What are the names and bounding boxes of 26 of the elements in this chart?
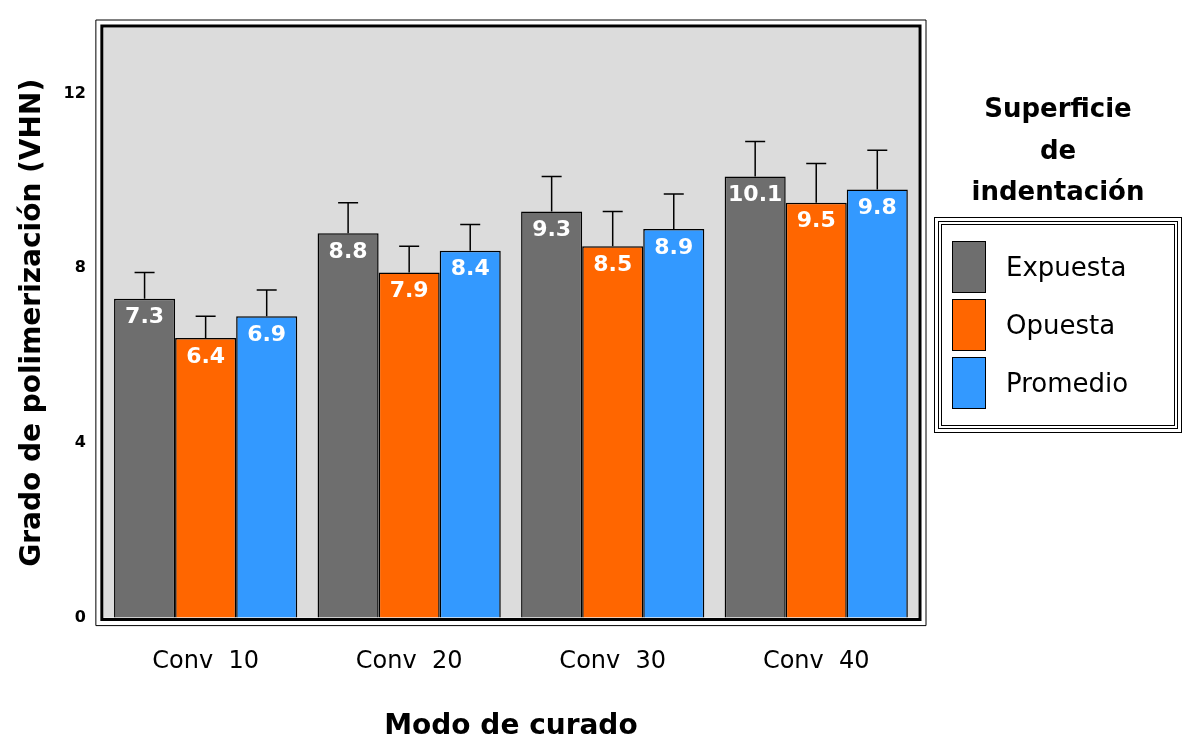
data-label: 7.3 bbox=[125, 303, 165, 329]
y-axis-title: Grado de polimerización (VHN) bbox=[14, 78, 48, 567]
data-label: 8.4 bbox=[450, 255, 490, 281]
legend-label: Opuesta bbox=[1006, 309, 1116, 340]
data-label: 7.9 bbox=[389, 277, 429, 303]
y-tick-label: 4 bbox=[74, 432, 86, 452]
y-tick-label: 8 bbox=[74, 257, 86, 277]
data-label: 6.4 bbox=[186, 342, 226, 368]
legend-label: Promedio bbox=[1006, 367, 1129, 398]
legend-label: Expuesta bbox=[1006, 251, 1127, 282]
y-tick-label: 0 bbox=[74, 606, 86, 626]
data-label: 8.5 bbox=[593, 251, 633, 277]
y-tick-label: 12 bbox=[63, 82, 86, 102]
data-label: 9.5 bbox=[796, 207, 836, 233]
legend-title: Superficie de indentación bbox=[970, 92, 1146, 209]
data-label: 10.1 bbox=[728, 181, 783, 207]
data-label: 8.9 bbox=[654, 233, 694, 259]
x-tick-label: Conv 40 bbox=[762, 646, 870, 675]
data-label: 9.8 bbox=[857, 194, 897, 220]
data-label: 6.9 bbox=[247, 320, 287, 346]
x-tick-label: Conv 10 bbox=[152, 646, 259, 675]
x-tick-label: Conv 20 bbox=[355, 646, 463, 675]
data-label: 8.8 bbox=[328, 237, 368, 263]
data-label: 9.3 bbox=[532, 216, 572, 242]
x-axis-title: Modo de curado bbox=[384, 708, 638, 742]
x-tick-label: Conv 30 bbox=[559, 646, 667, 675]
